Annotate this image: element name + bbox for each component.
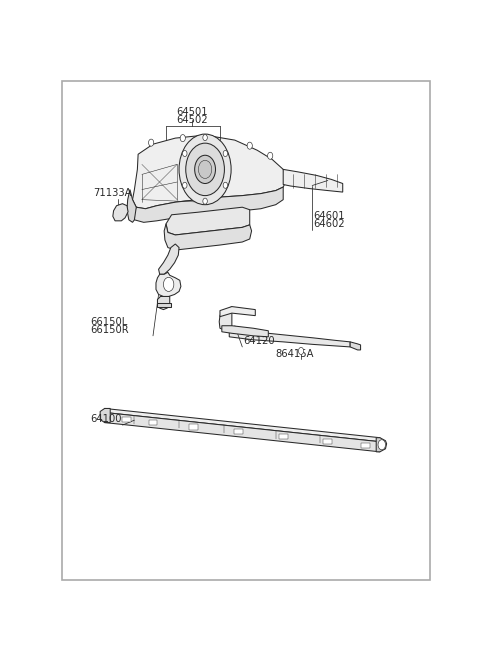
Circle shape [223, 182, 228, 188]
Circle shape [179, 134, 231, 205]
Circle shape [203, 134, 207, 141]
Text: 64502: 64502 [176, 115, 208, 125]
Circle shape [163, 277, 174, 291]
Polygon shape [127, 189, 136, 222]
Polygon shape [158, 244, 179, 274]
Polygon shape [220, 307, 255, 316]
Circle shape [299, 347, 304, 354]
Polygon shape [376, 438, 386, 452]
Polygon shape [148, 420, 157, 425]
Polygon shape [122, 417, 132, 422]
Circle shape [198, 160, 212, 178]
Polygon shape [324, 439, 332, 444]
Polygon shape [219, 307, 232, 329]
Polygon shape [283, 170, 343, 192]
Text: 66150R: 66150R [91, 325, 129, 335]
Circle shape [223, 151, 228, 157]
Polygon shape [156, 272, 181, 297]
Circle shape [247, 142, 252, 149]
Polygon shape [164, 224, 252, 250]
Text: 64601: 64601 [313, 211, 345, 221]
Circle shape [267, 152, 273, 159]
Circle shape [378, 440, 385, 450]
Circle shape [195, 155, 216, 183]
Polygon shape [100, 409, 110, 422]
Polygon shape [360, 443, 370, 448]
Circle shape [148, 139, 154, 146]
Polygon shape [222, 326, 268, 337]
Text: 64120: 64120 [243, 336, 275, 346]
Polygon shape [229, 329, 350, 347]
Text: 64602: 64602 [313, 219, 345, 229]
Polygon shape [157, 297, 170, 310]
Circle shape [182, 182, 187, 188]
Polygon shape [234, 429, 243, 434]
Circle shape [186, 143, 225, 196]
Text: 64100: 64100 [91, 414, 122, 424]
Polygon shape [105, 413, 380, 452]
Text: 66150L: 66150L [91, 317, 128, 327]
Polygon shape [132, 135, 287, 209]
Polygon shape [279, 434, 288, 439]
Circle shape [182, 151, 187, 157]
Circle shape [180, 134, 185, 141]
Polygon shape [156, 303, 171, 307]
Polygon shape [113, 204, 128, 221]
Text: 86415A: 86415A [275, 348, 313, 358]
Circle shape [203, 198, 207, 204]
Polygon shape [350, 342, 360, 350]
Polygon shape [166, 207, 250, 235]
Polygon shape [133, 187, 283, 222]
Text: 64501: 64501 [176, 107, 208, 117]
Text: 71133A: 71133A [93, 187, 131, 198]
Polygon shape [190, 424, 198, 430]
Polygon shape [105, 409, 380, 441]
